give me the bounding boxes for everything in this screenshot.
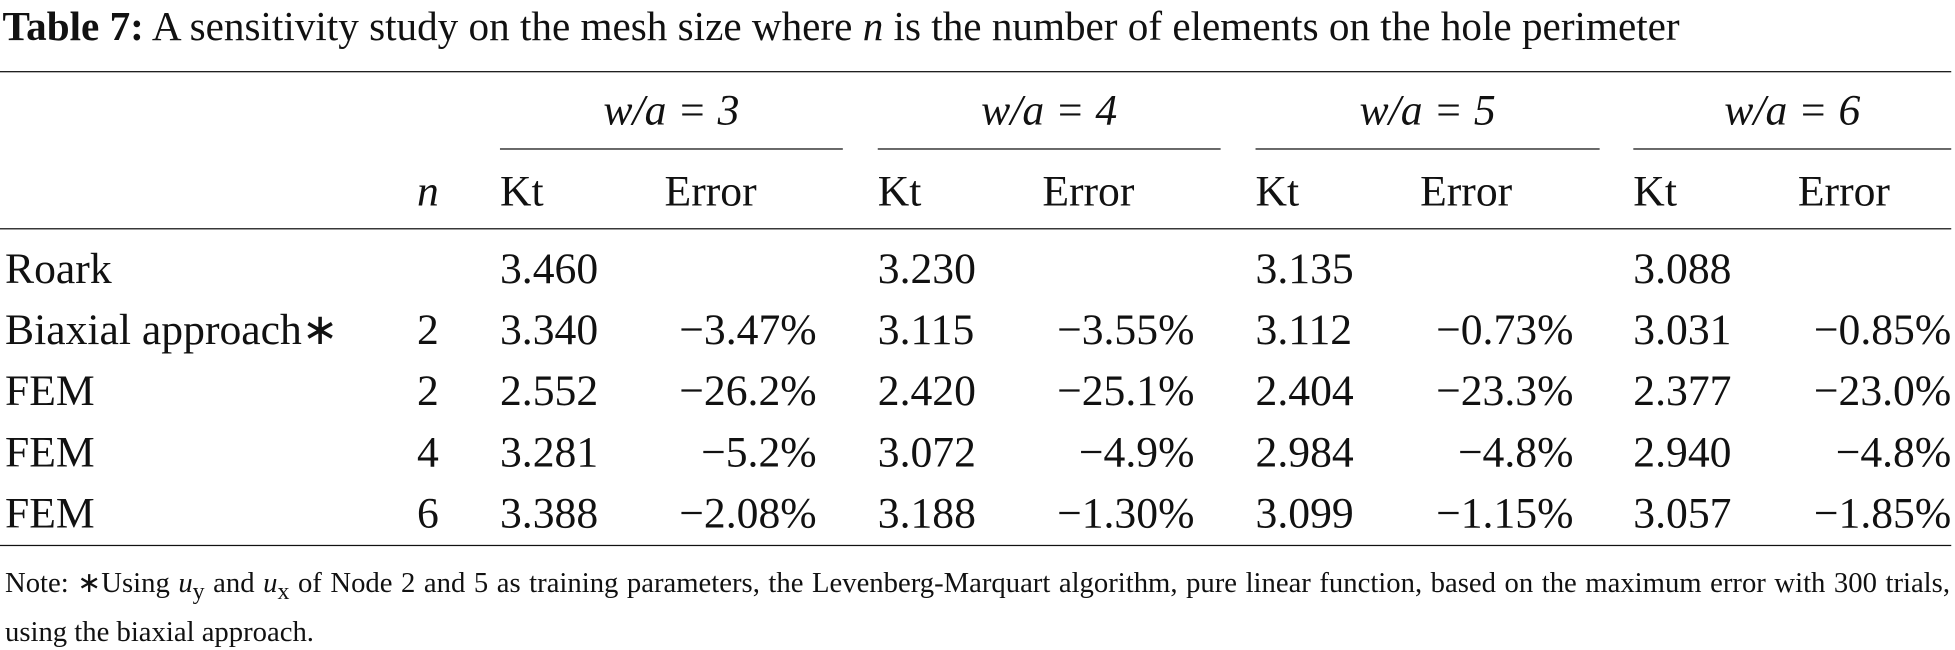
group-rule	[499, 148, 843, 150]
cell-kt: 3.388	[499, 488, 599, 538]
row-label: FEM	[4, 488, 95, 538]
column-header: Error	[1797, 167, 1890, 216]
cell-error: −1.85%	[1813, 488, 1952, 538]
column-header: Kt	[1633, 167, 1677, 216]
group-rule	[1633, 148, 1952, 150]
group-rule	[1255, 148, 1600, 150]
cell-n: 6	[417, 488, 439, 538]
cell-error: −1.15%	[1436, 488, 1574, 538]
group-header: w/a = 3	[603, 86, 740, 135]
caption-variable: n	[862, 4, 884, 50]
cell-error: −26.2%	[679, 366, 817, 416]
cell-kt: 3.057	[1633, 488, 1732, 538]
caption-text: A sensitivity study on the mesh size whe…	[151, 4, 863, 50]
note-var: u	[263, 567, 278, 599]
note-sub: x	[277, 579, 290, 606]
cell-kt: 3.072	[877, 427, 976, 477]
note-text: of Node 2 and 5 as training parameters, …	[4, 567, 1950, 647]
cell-error: −3.47%	[679, 305, 817, 355]
cell-kt: 3.281	[499, 427, 599, 477]
group-header: w/a = 5	[1359, 86, 1496, 135]
cell-error: −2.08%	[679, 488, 817, 538]
column-header: Error	[664, 167, 757, 216]
caption-label: Table 7:	[2, 4, 144, 50]
cell-error: −23.3%	[1436, 366, 1574, 416]
cell-error: −4.9%	[1078, 427, 1195, 477]
cell-n: 2	[417, 366, 439, 416]
row-label: Roark	[4, 244, 112, 293]
mid-rule	[0, 228, 1952, 230]
cell-kt: 3.340	[499, 305, 599, 355]
cell-error: −0.73%	[1436, 305, 1574, 355]
cell-kt: 2.420	[877, 366, 976, 416]
cell-kt: 2.377	[1633, 366, 1732, 416]
cell-error: −4.8%	[1835, 427, 1952, 477]
column-header: n	[417, 167, 439, 216]
note: Note: ∗Using uy and ux of Node 2 and 5 a…	[5, 564, 1950, 650]
cell-error: −23.0%	[1813, 366, 1952, 416]
cell-kt: 2.552	[499, 366, 599, 416]
caption-text: is the number of elements on the hole pe…	[883, 4, 1680, 50]
cell-error: −5.2%	[701, 427, 817, 477]
cell-n: 4	[417, 427, 439, 477]
cell-n: 2	[417, 305, 439, 355]
group-header: w/a = 6	[1724, 86, 1861, 135]
row-label: Biaxial approach∗	[4, 305, 339, 355]
cell-error: −25.1%	[1057, 366, 1195, 416]
cell-error: −3.55%	[1057, 305, 1195, 355]
row-label: FEM	[4, 427, 95, 477]
group-header: w/a = 4	[981, 86, 1118, 135]
cell-kt: 3.460	[499, 244, 599, 293]
cell-kt: 2.984	[1255, 427, 1354, 477]
cell-kt: 3.135	[1255, 244, 1354, 293]
cell-kt: 3.088	[1633, 244, 1732, 293]
cell-kt: 3.112	[1255, 305, 1353, 355]
column-header: Kt	[877, 167, 922, 216]
cell-error: −0.85%	[1813, 305, 1952, 355]
column-header: Kt	[1255, 167, 1300, 216]
cell-error: −4.8%	[1457, 427, 1574, 477]
caption: Table 7: A sensitivity study on the mesh…	[2, 5, 1679, 51]
note-text: Note: ∗Using	[4, 567, 179, 599]
group-rule	[877, 148, 1221, 150]
top-rule	[0, 71, 1952, 73]
note-var: u	[178, 567, 193, 599]
cell-kt: 3.230	[877, 244, 976, 293]
cell-kt: 2.940	[1633, 427, 1732, 477]
column-header: Error	[1420, 167, 1513, 216]
note-sub: y	[192, 579, 205, 606]
cell-kt: 2.404	[1255, 366, 1354, 416]
cell-kt: 3.188	[877, 488, 976, 538]
column-header: Error	[1042, 167, 1135, 216]
column-header: Kt	[499, 167, 544, 216]
cell-kt: 3.099	[1255, 488, 1354, 538]
cell-kt: 3.115	[877, 305, 975, 355]
bottom-rule	[0, 544, 1952, 547]
cell-kt: 3.031	[1633, 305, 1732, 355]
note-text: and	[204, 567, 264, 599]
cell-error: −1.30%	[1057, 488, 1195, 538]
row-label: FEM	[4, 366, 95, 416]
